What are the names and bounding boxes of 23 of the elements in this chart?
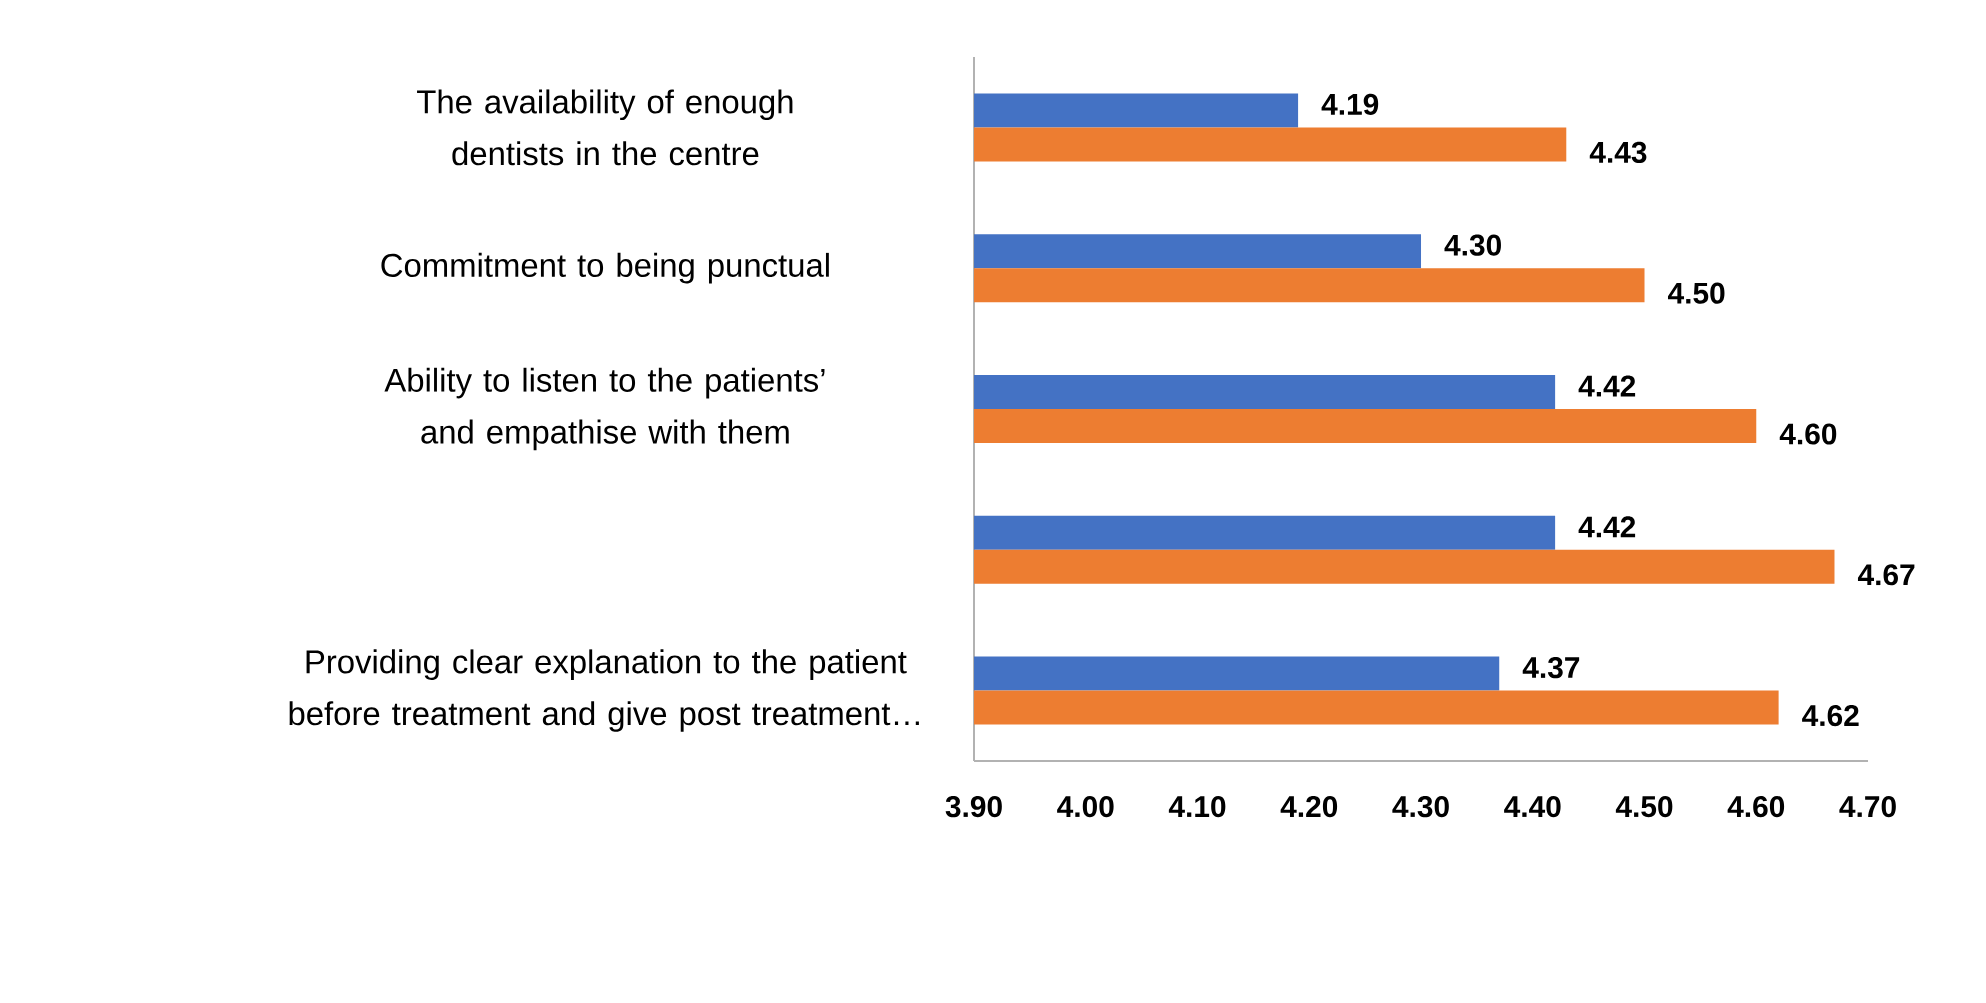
data-label: 4.42 — [1578, 375, 1636, 397]
y-tick-label: Providing clear explanation to the patient before treatment and give post treatment… — [289, 649, 919, 732]
data-label: 4.62 — [1802, 705, 1859, 727]
x-tick-label: 4.30 — [1392, 796, 1449, 818]
data-label: 4.19 — [1321, 93, 1379, 115]
data-label: 4.67 — [1857, 564, 1915, 586]
x-tick-label: 4.70 — [1839, 796, 1896, 818]
x-tick-label: 4.00 — [1057, 796, 1114, 818]
y-tick-label: Commitment to being punctual — [381, 252, 829, 284]
y-tick-label: The availability of enough dentists in the centre — [417, 89, 793, 166]
x-tick-label: 4.50 — [1615, 796, 1673, 818]
data-label: 4.60 — [1779, 423, 1837, 445]
x-tick-label: 4.40 — [1504, 796, 1561, 818]
data-label: 4.42 — [1578, 516, 1636, 538]
data-label: 4.30 — [1444, 234, 1501, 256]
y-tick-label: Ability to listen to the patients’ and empathise with them — [384, 367, 825, 451]
data-label: 4.50 — [1667, 282, 1725, 304]
x-tick-label: 4.60 — [1727, 796, 1785, 818]
data-label: 4.37 — [1522, 656, 1580, 679]
x-tick-label: 4.10 — [1168, 796, 1226, 818]
x-tick-label: 4.20 — [1280, 796, 1338, 818]
x-tick-label: 3.90 — [945, 796, 1002, 818]
data-label: 4.43 — [1589, 141, 1647, 163]
